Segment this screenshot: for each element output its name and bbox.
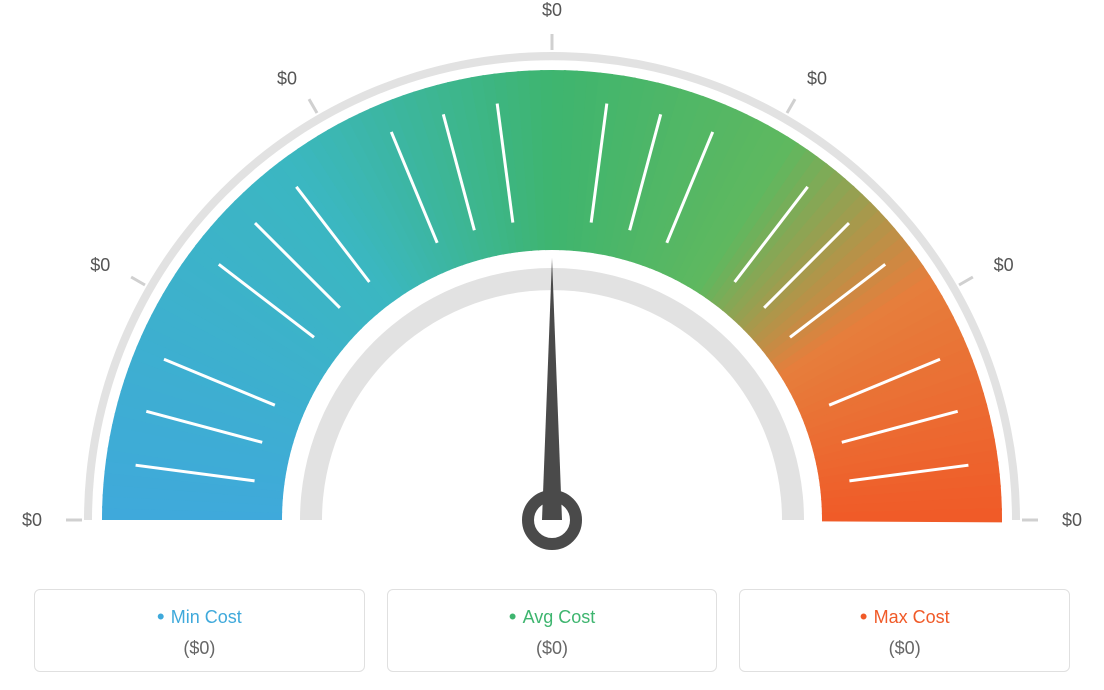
- cost-gauge-widget: $0 $0 $0 $0 $0 $0 $0 Min Cost ($0) Avg Cost ($…: [0, 0, 1104, 690]
- min-cost-card: Min Cost ($0): [34, 589, 365, 672]
- avg-cost-value: ($0): [388, 638, 717, 659]
- legend-cards: Min Cost ($0) Avg Cost ($0) Max Cost ($0…: [34, 589, 1070, 672]
- max-cost-label: Max Cost: [740, 604, 1069, 630]
- max-cost-card: Max Cost ($0): [739, 589, 1070, 672]
- min-cost-value: ($0): [35, 638, 364, 659]
- min-cost-label: Min Cost: [35, 604, 364, 630]
- svg-text:$0: $0: [277, 68, 297, 88]
- max-cost-value: ($0): [740, 638, 1069, 659]
- svg-text:$0: $0: [22, 510, 42, 530]
- gauge-chart: $0 $0 $0 $0 $0 $0 $0: [0, 0, 1104, 560]
- svg-text:$0: $0: [807, 68, 827, 88]
- svg-text:$0: $0: [542, 0, 562, 20]
- avg-cost-card: Avg Cost ($0): [387, 589, 718, 672]
- svg-text:$0: $0: [1062, 510, 1082, 530]
- svg-text:$0: $0: [994, 255, 1014, 275]
- svg-text:$0: $0: [90, 255, 110, 275]
- avg-cost-label: Avg Cost: [388, 604, 717, 630]
